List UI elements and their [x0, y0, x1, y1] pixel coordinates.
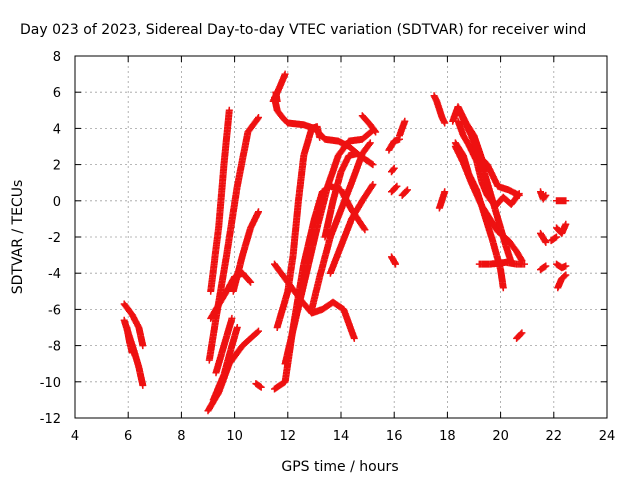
- x-axis-label: GPS time / hours: [281, 459, 398, 475]
- track-markers: [553, 220, 570, 237]
- x-tick-label: 18: [439, 429, 456, 444]
- y-tick-label: 0: [53, 195, 61, 210]
- data-track: [537, 229, 550, 246]
- data-track: [547, 233, 560, 245]
- x-axis-ticks: 4 6 8 10 12 14 16 18 20 22 24: [71, 56, 615, 444]
- x-tick-label: 12: [280, 429, 297, 444]
- x-tick-label: 8: [177, 429, 185, 444]
- data-track: [513, 329, 526, 342]
- track-markers: [513, 329, 526, 342]
- data-tracks: [120, 70, 570, 415]
- data-track: [553, 197, 570, 205]
- track-markers: [398, 186, 411, 199]
- y-tick-label: -4: [48, 267, 61, 282]
- data-track: [272, 88, 281, 105]
- track-markers: [537, 229, 550, 246]
- data-track: [388, 164, 398, 176]
- data-track: [308, 139, 374, 313]
- y-tick-label: 8: [53, 50, 61, 65]
- data-track: [326, 181, 377, 277]
- data-track: [430, 92, 449, 127]
- y-tick-label: -2: [48, 231, 61, 246]
- data-track: [388, 182, 401, 196]
- data-track: [457, 110, 515, 266]
- track-markers: [388, 164, 398, 176]
- track-markers: [430, 92, 449, 127]
- track-markers: [435, 188, 449, 212]
- data-track: [252, 380, 265, 391]
- track-markers: [326, 181, 377, 277]
- track-markers: [212, 314, 236, 377]
- data-track: [120, 300, 147, 350]
- track-markers: [273, 123, 324, 331]
- data-track: [553, 260, 570, 272]
- track-markers: [308, 139, 374, 313]
- x-tick-label: 6: [124, 429, 132, 444]
- track-markers: [272, 88, 281, 105]
- track-markers: [553, 197, 570, 205]
- data-track: [209, 324, 241, 404]
- track-markers: [554, 271, 570, 292]
- track-markers: [388, 253, 399, 268]
- x-tick-label: 22: [546, 429, 563, 444]
- y-tick-label: -8: [48, 340, 61, 355]
- track-markers: [547, 233, 560, 245]
- data-track: [358, 112, 380, 136]
- data-track: [537, 262, 550, 274]
- track-markers: [385, 135, 403, 154]
- data-track: [229, 208, 262, 295]
- data-track: [207, 106, 233, 295]
- track-markers: [358, 112, 380, 136]
- track-markers: [209, 324, 241, 404]
- data-track: [553, 220, 570, 237]
- track-markers: [396, 117, 409, 140]
- x-tick-label: 4: [71, 429, 79, 444]
- x-tick-label: 24: [599, 429, 616, 444]
- track-markers: [229, 208, 262, 295]
- data-track: [396, 117, 409, 140]
- track-markers: [457, 110, 515, 266]
- y-tick-label: 4: [53, 122, 61, 137]
- data-track: [321, 150, 361, 241]
- track-markers: [537, 188, 550, 203]
- y-tick-label: 6: [53, 86, 61, 101]
- y-axis-label: SDTVAR / TECUs: [10, 180, 26, 295]
- track-markers: [252, 380, 265, 391]
- data-track: [388, 253, 399, 268]
- data-track: [281, 126, 377, 368]
- track-markers: [123, 324, 136, 357]
- y-axis-ticks: -12 -10 -8 -6 -4 -2 0 2 4 6 8: [40, 50, 607, 427]
- x-tick-label: 10: [226, 429, 243, 444]
- data-track: [398, 186, 411, 199]
- data-track: [435, 188, 449, 212]
- data-track: [123, 324, 136, 357]
- y-tick-label: -12: [40, 412, 61, 427]
- x-tick-label: 16: [386, 429, 403, 444]
- track-markers: [475, 258, 528, 268]
- track-markers: [207, 106, 233, 295]
- track-markers: [321, 150, 361, 241]
- track-markers: [537, 262, 550, 274]
- track-markers: [120, 300, 147, 350]
- x-tick-label: 14: [333, 429, 350, 444]
- track-markers: [553, 260, 570, 272]
- y-tick-label: 2: [53, 159, 61, 174]
- y-tick-label: -10: [40, 376, 61, 391]
- data-track: [537, 188, 550, 203]
- data-track: [212, 314, 236, 377]
- x-tick-label: 20: [492, 429, 509, 444]
- track-markers: [281, 126, 377, 368]
- track-markers: [388, 182, 401, 196]
- data-track: [385, 135, 403, 154]
- data-track: [475, 258, 528, 268]
- y-tick-label: -6: [48, 303, 61, 318]
- data-track: [273, 123, 324, 331]
- chart-title: Day 023 of 2023, Sidereal Day-to-day VTE…: [20, 22, 586, 38]
- data-track: [554, 271, 570, 292]
